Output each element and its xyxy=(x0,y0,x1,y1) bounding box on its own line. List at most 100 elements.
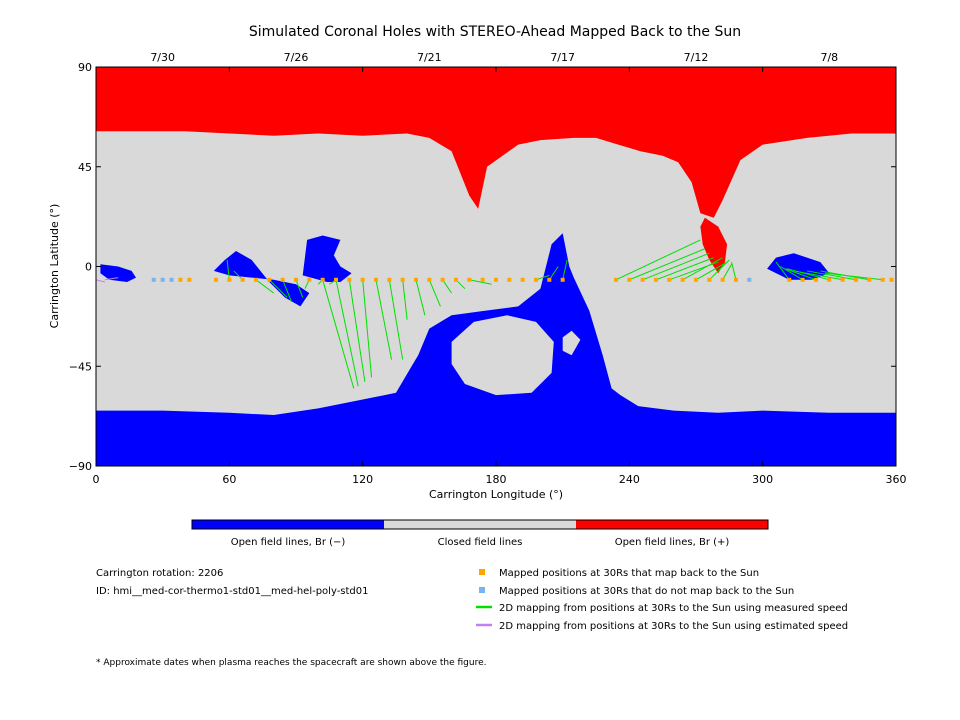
mapped-point-17 xyxy=(414,277,418,282)
mapped-point-40 xyxy=(800,277,805,282)
estimated-mapping-lines xyxy=(96,277,119,283)
open-negative-patch-c xyxy=(302,235,352,282)
legend-mapped-swatch xyxy=(479,569,485,575)
mapped-point-3 xyxy=(227,277,232,282)
unmapped-point-3 xyxy=(747,277,752,282)
colorbar-frame xyxy=(191,519,769,530)
measured-line-16 xyxy=(415,279,426,316)
legend-estimated-label: 2D mapping from positions at 30Rs to the… xyxy=(499,621,848,632)
measured-line-33 xyxy=(731,261,737,280)
measured-line-25 xyxy=(629,248,706,281)
unmapped-point-2 xyxy=(169,277,174,282)
mapped-point-25 xyxy=(520,277,525,282)
measured-line-21 xyxy=(535,274,550,281)
mapped-point-35 xyxy=(694,277,698,282)
measured-line-38 xyxy=(793,270,843,281)
colorbar-segment-0 xyxy=(192,520,384,529)
mapped-point-45 xyxy=(867,277,872,282)
mapped-point-19 xyxy=(440,277,445,282)
colorbar-label-2: Open field lines, Br (+) xyxy=(615,537,730,548)
y-tick-label-3: −45 xyxy=(69,360,92,373)
north-polar-open-positive-region xyxy=(96,67,896,218)
mapped-point-42 xyxy=(827,277,832,282)
colorbar: Open field lines, Br (−) Closed field lin… xyxy=(191,519,769,548)
measured-line-4 xyxy=(282,279,293,303)
x-tick-label-3: 180 xyxy=(486,473,507,486)
legend-measured-label: 2D mapping from positions at 30Rs to the… xyxy=(499,603,848,614)
mapped-point-24 xyxy=(507,277,512,282)
open-negative-patches xyxy=(100,235,830,307)
y-tick-label-0: 90 xyxy=(78,61,92,74)
top-date-labels: 7/30 7/26 7/21 7/17 7/12 7/8 xyxy=(150,51,838,64)
measured-line-14 xyxy=(388,279,404,360)
colorbar-segment-2 xyxy=(576,520,768,529)
mapped-point-47 xyxy=(889,277,894,282)
estimated-line-1 xyxy=(104,277,119,281)
measured-line-34 xyxy=(775,261,790,281)
mapped-point-29 xyxy=(614,277,618,282)
colorbar-label-1: Closed field lines xyxy=(438,537,523,548)
mapped-point-2 xyxy=(214,277,218,282)
measured-line-18 xyxy=(442,279,452,294)
measured-line-20 xyxy=(469,279,492,285)
x-tick-label-0: 0 xyxy=(93,473,100,486)
mapped-point-37 xyxy=(720,277,725,282)
legend-unmapped-swatch xyxy=(479,587,485,593)
measured-line-31 xyxy=(708,259,730,281)
top-date-0: 7/30 xyxy=(150,51,175,64)
measured-line-3 xyxy=(268,279,288,298)
mapped-point-31 xyxy=(640,277,645,282)
mapped-point-27 xyxy=(547,277,552,282)
open-negative-patch-b xyxy=(213,251,310,307)
legend-mapped-label: Mapped positions at 30Rs that map back t… xyxy=(499,568,759,579)
measured-line-30 xyxy=(695,261,728,281)
colorbar-label-0: Open field lines, Br (−) xyxy=(231,537,346,548)
mapped-point-44 xyxy=(854,277,858,282)
top-date-3: 7/17 xyxy=(550,51,575,64)
open-negative-patch-d xyxy=(767,253,830,280)
x-axis-label: Carrington Longitude (°) xyxy=(429,488,563,501)
measured-line-41 xyxy=(824,272,883,281)
x-axis-ticks: 0 60 120 180 240 300 360 xyxy=(93,67,907,486)
measured-line-32 xyxy=(722,264,732,281)
mapped-point-18 xyxy=(427,277,432,282)
mapped-point-41 xyxy=(814,277,818,282)
estimated-line-0 xyxy=(96,279,106,283)
y-tick-label-2: 0 xyxy=(85,261,92,274)
mapped-point-21 xyxy=(467,277,472,282)
measured-line-39 xyxy=(807,270,857,281)
mapped-point-23 xyxy=(494,277,498,282)
measured-line-36 xyxy=(784,268,817,281)
top-date-4: 7/12 xyxy=(684,51,709,64)
mapped-point-12 xyxy=(347,277,352,282)
mapped-point-10 xyxy=(320,277,325,282)
mapped-point-6 xyxy=(267,277,272,282)
x-tick-label-1: 60 xyxy=(222,473,236,486)
y-tick-label-1: 45 xyxy=(78,161,92,174)
mapped-point-34 xyxy=(680,277,685,282)
mapped-point-4 xyxy=(240,277,245,282)
mapped-point-33 xyxy=(667,277,672,282)
measured-line-5 xyxy=(295,279,304,298)
carrington-rotation: Carrington rotation: 2206 xyxy=(96,568,223,579)
unmapped-point-0 xyxy=(151,277,156,282)
measured-line-11 xyxy=(348,279,366,382)
mapped-point-14 xyxy=(374,277,378,282)
measured-line-15 xyxy=(402,279,408,320)
mapped-point-11 xyxy=(334,277,338,282)
mapped-point-26 xyxy=(534,277,538,282)
mapped-point-0 xyxy=(178,277,183,282)
mapped-point-7 xyxy=(280,277,285,282)
colorbar-segment-1 xyxy=(384,520,576,529)
mapped-point-38 xyxy=(734,277,738,282)
measured-line-0 xyxy=(226,259,230,280)
y-axis-label: Carrington Latitude (°) xyxy=(48,204,61,329)
measured-line-17 xyxy=(428,279,441,307)
mapped-point-39 xyxy=(787,277,792,282)
mapped-point-20 xyxy=(454,277,458,282)
x-tick-label-4: 240 xyxy=(619,473,640,486)
mapped-point-9 xyxy=(307,277,312,282)
open-negative-patch-a xyxy=(100,264,136,282)
mapped-point-13 xyxy=(360,277,365,282)
mapped-point-16 xyxy=(400,277,405,282)
